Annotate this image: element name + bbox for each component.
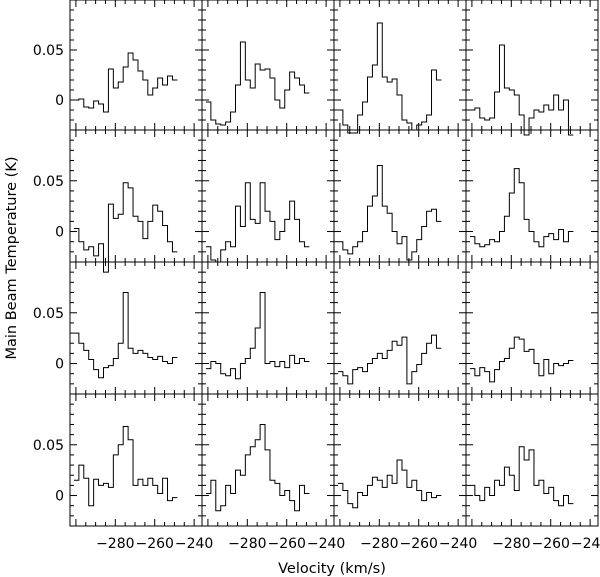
spectrum-panel-r3-c3 [333, 261, 467, 395]
x-tick-label: −260 [531, 536, 569, 552]
spectrum-line [337, 165, 442, 261]
x-tick-label: −260 [399, 536, 437, 552]
panels-layer [69, 0, 599, 527]
spectrum-panel-r2-c3 [333, 129, 467, 263]
y-tick-label: 0 [55, 225, 64, 241]
panel-frame [465, 129, 599, 263]
x-tick-label: −260 [135, 536, 173, 552]
x-tick-label: −280 [492, 536, 530, 552]
panel-frame [465, 261, 599, 395]
y-tick-label: 0 [55, 93, 64, 109]
panel-frame [201, 0, 335, 131]
x-tick-label: −280 [96, 536, 134, 552]
y-axis-label: Main Beam Temperature (K) [4, 157, 20, 360]
panel-frame [69, 261, 203, 395]
panel-frame [69, 393, 203, 527]
panel-frame [465, 0, 599, 131]
spectrum-panel-r2-c2 [201, 129, 335, 263]
spectrum-panel-r1-c3 [333, 0, 467, 134]
panel-frame [201, 129, 335, 263]
spectrum-panel-r2-c4 [465, 129, 599, 263]
x-tick-label: −280 [360, 536, 398, 552]
y-tick-label: 0 [55, 357, 64, 373]
y-tick-label: 0.05 [33, 174, 64, 190]
y-tick-label: 0.05 [33, 438, 64, 454]
panel-frame [201, 261, 335, 395]
x-tick-label: −240 [175, 536, 213, 552]
x-tick-label: −260 [267, 536, 305, 552]
spectrum-line [469, 168, 574, 248]
x-tick-label: −280 [228, 536, 266, 552]
spectrum-panel-r3-c2 [201, 261, 335, 395]
spectrum-panel-r4-c3 [333, 393, 467, 527]
spectrum-panel-r4-c4 [465, 393, 599, 527]
spectrum-panel-r4-c1 [69, 393, 203, 527]
spectrum-line [469, 44, 574, 136]
spectrum-line [469, 336, 574, 383]
spectrum-line [73, 291, 178, 379]
x-axis-label: Velocity (km/s) [278, 561, 386, 577]
panel-frame [333, 0, 467, 131]
panel-frame [333, 129, 467, 263]
panel-frame [69, 0, 203, 131]
spectrum-line [205, 423, 310, 512]
spectrum-panel-r1-c1 [69, 0, 203, 131]
spectrum-panel-r1-c4 [465, 0, 599, 136]
spectrum-panel-r2-c1 [69, 129, 203, 273]
y-tick-label: 0.05 [33, 306, 64, 322]
spectrum-line [337, 334, 442, 385]
spectrum-line [73, 425, 178, 507]
spectrum-line [73, 182, 178, 273]
spectrum-panel-r4-c2 [201, 393, 335, 527]
y-tick-label: 0 [55, 489, 64, 505]
panel-frame [333, 261, 467, 395]
spectrum-line [205, 291, 310, 380]
spectrum-panel-r3-c1 [69, 261, 203, 395]
spectrum-panel-r3-c4 [465, 261, 599, 395]
x-tick-label: −240 [439, 536, 477, 552]
x-tick-label: −240 [307, 536, 345, 552]
x-tick-label: −240 [571, 536, 600, 552]
spectrum-line [337, 22, 442, 134]
spectrum-panel-r1-c2 [201, 0, 335, 131]
panel-frame [201, 393, 335, 527]
spectrum-line [337, 459, 442, 509]
panel-frame [69, 129, 203, 263]
spectrum-line [73, 52, 178, 113]
panel-frame [465, 393, 599, 527]
y-tick-label: 0.05 [33, 43, 64, 59]
spectrum-line [469, 446, 574, 507]
spectrum-line [205, 41, 310, 126]
spectrum-line [205, 182, 310, 263]
